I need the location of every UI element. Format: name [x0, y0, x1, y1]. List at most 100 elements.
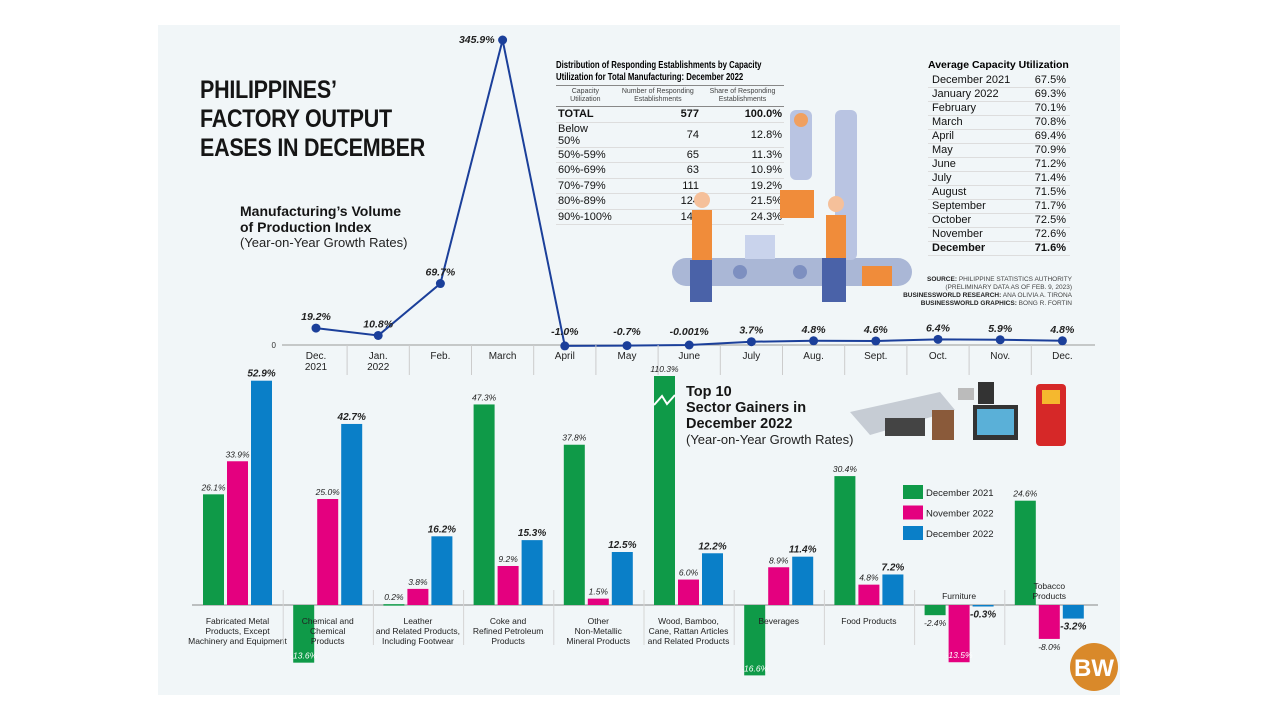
data-point: [1057, 336, 1067, 346]
month-cell: October: [928, 213, 1026, 228]
bar: [587, 598, 609, 605]
value-cell: 69.3%: [1025, 87, 1070, 102]
bar: [1038, 605, 1060, 639]
month-cell: February: [928, 101, 1026, 116]
bar: [678, 579, 699, 605]
axis-break-icon: [653, 394, 676, 406]
legend-label: November 2022: [926, 509, 994, 520]
data-point: [498, 35, 508, 45]
table-row: August 71.5%: [928, 185, 1070, 200]
bar-value-label: 37.8%: [562, 433, 587, 443]
bar-value-label: 12.2%: [698, 541, 726, 552]
table-cell: 90%-100%: [556, 209, 615, 225]
table-cell: 74: [614, 122, 701, 148]
bar: [563, 444, 585, 605]
graphics-label: BUSINESSWORLD GRAPHICS:: [920, 300, 1017, 307]
y-zero-label: 0: [272, 341, 277, 350]
bar-value-label: 25.0%: [315, 487, 341, 497]
graphics: BONG R. FORTIN: [1018, 300, 1072, 307]
credits: SOURCE: PHILIPPINE STATISTICS AUTHORITY …: [872, 276, 1072, 308]
value-cell: 71.5%: [1025, 185, 1070, 200]
month-cell: December: [928, 241, 1026, 256]
bar-value-label: 8.9%: [769, 555, 789, 565]
bar-value-label: 11.4%: [789, 545, 817, 556]
bar-chart-title: Top 10: [686, 384, 732, 400]
bar-value-label: 3.8%: [408, 577, 428, 587]
category-label: Coke and: [490, 616, 527, 626]
bar: [1062, 605, 1084, 619]
bar-chart-heading: Top 10 Sector Gainers in December 2022 (…: [686, 384, 853, 447]
month-cell: August: [928, 185, 1026, 200]
data-label: -0.7%: [613, 326, 641, 338]
bar-value-label: 6.0%: [679, 568, 699, 578]
table-cell: 50%-59%: [556, 147, 615, 163]
chair-icon: [932, 410, 954, 440]
bar-value-label: -2.4%: [924, 618, 947, 628]
category-label: Food Products: [841, 616, 896, 626]
table-cell: TOTAL: [556, 106, 615, 123]
bar-value-label: 16.2%: [428, 524, 456, 535]
value-cell: 71.4%: [1025, 171, 1070, 186]
data-point: [435, 279, 445, 289]
category-label: Tobacco: [1033, 581, 1065, 591]
bar: [858, 584, 880, 605]
data-point: [560, 341, 570, 351]
legend: December 2021 November 2022 December 2022: [903, 485, 994, 540]
title-line: FACTORY OUTPUT: [200, 105, 392, 133]
month-cell: May: [928, 143, 1026, 158]
value-cell: 72.5%: [1025, 213, 1070, 228]
table-cell: 80%-89%: [556, 193, 615, 210]
category-label: Chemical and: [302, 616, 354, 626]
legend-swatch: [903, 485, 923, 499]
table-row: 70%-79% 111 19.2%: [556, 178, 784, 194]
title-line: PHILIPPINES’: [200, 76, 337, 104]
x-tick-label: Oct.: [929, 351, 947, 362]
category-label: and Related Products: [648, 636, 730, 646]
worker-legs: [822, 258, 846, 302]
legend-swatch: [903, 505, 923, 520]
table-row: July 71.4%: [928, 171, 1070, 186]
bar: [792, 556, 814, 605]
month-cell: June: [928, 157, 1026, 172]
bar: [882, 574, 904, 605]
line-chart-title: Manufacturing’s Volume: [240, 203, 402, 219]
bar: [473, 404, 495, 605]
distribution-table-title: Utilization for Total Manufacturing: Dec…: [556, 71, 744, 83]
bar: [611, 552, 633, 605]
table-cell: 24.3%: [700, 209, 784, 225]
source: PHILIPPINE STATISTICS AUTHORITY: [958, 276, 1072, 283]
legend-label: December 2021: [926, 488, 994, 499]
x-tick-label: Dec.: [306, 351, 327, 362]
month-cell: September: [928, 199, 1026, 214]
bar: [203, 494, 224, 605]
box-icon: [780, 190, 814, 218]
bw-logo: BW: [1070, 643, 1118, 691]
bar: [654, 376, 675, 605]
bar: [317, 499, 339, 605]
value-cell: 71.6%: [1025, 241, 1070, 256]
bar-chart-title: Sector Gainers in: [686, 400, 807, 416]
table-row: TOTAL 577 100.0%: [556, 106, 784, 123]
data-point: [684, 340, 694, 350]
value-cell: 69.4%: [1025, 129, 1070, 144]
worker-legs: [690, 260, 712, 302]
bar-value-label: 47.3%: [472, 392, 497, 402]
month-cell: January 2022: [928, 87, 1026, 102]
bar-value-label: 52.9%: [247, 369, 275, 380]
x-tick-label: Sept.: [864, 351, 887, 362]
table-row: Below 50% 74 12.8%: [556, 122, 784, 148]
value-cell: 70.9%: [1025, 143, 1070, 158]
category-label: Products: [491, 636, 525, 646]
bar-value-label: 12.5%: [608, 540, 636, 551]
table-row: 80%-89% 124 21.5%: [556, 193, 784, 210]
category-label: Leather: [403, 616, 432, 626]
x-tick-label: Jan.: [369, 351, 388, 362]
bar-value-label: 0.2%: [384, 592, 404, 602]
category-label: Cane, Rattan Articles: [649, 626, 729, 636]
bar-value-label: -13.5%: [946, 650, 973, 660]
data-point: [746, 337, 756, 347]
bar: [383, 604, 405, 606]
bar-value-label: -16.6%: [741, 663, 768, 673]
table-row: February 70.1%: [928, 101, 1070, 116]
data-label: 69.7%: [426, 267, 456, 279]
